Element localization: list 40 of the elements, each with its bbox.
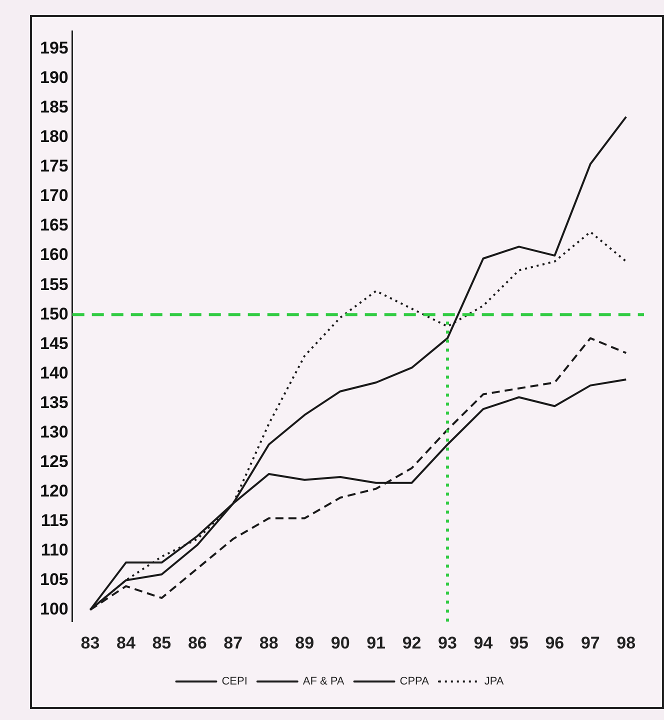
y-tick-label: 175 <box>40 156 68 176</box>
x-tick-label: 89 <box>295 633 314 652</box>
x-tick-label: 91 <box>366 633 386 652</box>
x-tick-label: 97 <box>580 633 600 652</box>
x-tick-label: 85 <box>152 633 172 652</box>
x-tick-label: 86 <box>188 633 207 652</box>
legend-label: JPA <box>484 676 504 688</box>
y-tick-label: 100 <box>40 599 68 618</box>
y-tick-label: 135 <box>40 392 68 412</box>
x-tick-label: 98 <box>616 633 636 652</box>
legend-label: CEPI <box>222 676 248 688</box>
y-tick-label: 180 <box>40 127 68 146</box>
y-tick-label: 125 <box>40 452 68 471</box>
x-tick-label: 90 <box>330 633 350 652</box>
y-tick-label: 140 <box>40 363 68 382</box>
y-tick-label: 165 <box>40 216 68 235</box>
x-tick-label: 96 <box>545 633 564 652</box>
y-tick-label: 155 <box>40 274 68 294</box>
legend-label: CPPA <box>400 676 430 688</box>
y-tick-label: 150 <box>40 304 68 324</box>
y-tick-label: 185 <box>40 98 68 117</box>
y-tick-label: 145 <box>40 334 68 353</box>
y-tick-label: 120 <box>40 481 68 500</box>
x-tick-label: 87 <box>224 633 243 652</box>
y-tick-label: 130 <box>40 422 68 442</box>
x-tick-label: 93 <box>438 633 457 652</box>
x-tick-label: 94 <box>474 633 494 652</box>
y-tick-label: 195 <box>40 38 68 58</box>
y-tick-label: 105 <box>40 570 68 589</box>
y-tick-label: 170 <box>40 186 68 206</box>
y-tick-label: 110 <box>40 540 68 560</box>
x-tick-label: 88 <box>259 633 278 652</box>
x-tick-label: 84 <box>116 633 136 652</box>
x-tick-label: 95 <box>509 633 528 652</box>
y-tick-label: 160 <box>40 245 68 264</box>
y-tick-label: 190 <box>40 68 68 88</box>
legend-label: AF & PA <box>302 676 345 688</box>
x-tick-label: 83 <box>80 633 100 652</box>
x-tick-label: 92 <box>402 633 422 652</box>
y-tick-label: 115 <box>40 510 68 530</box>
